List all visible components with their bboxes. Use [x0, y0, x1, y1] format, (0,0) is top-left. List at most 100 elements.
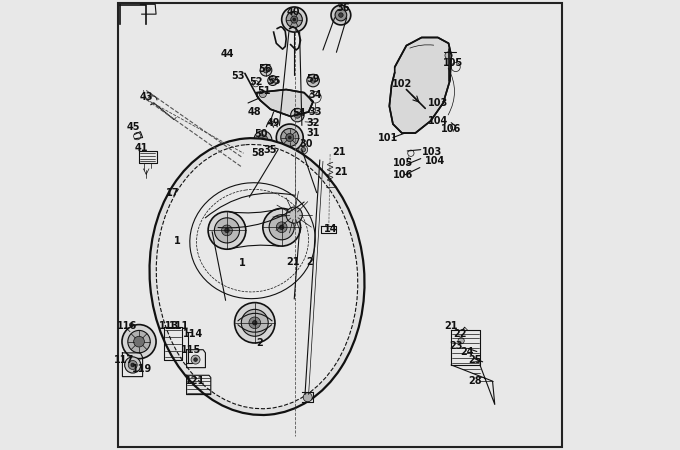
Text: 117: 117 [114, 356, 134, 365]
Circle shape [254, 131, 272, 149]
Text: 113: 113 [158, 321, 179, 331]
Text: 14: 14 [324, 224, 338, 234]
Text: 35: 35 [264, 144, 277, 155]
Ellipse shape [156, 144, 358, 409]
Circle shape [290, 108, 304, 122]
Circle shape [299, 145, 307, 154]
Circle shape [268, 76, 277, 86]
Circle shape [263, 68, 269, 73]
Text: 31: 31 [306, 128, 320, 138]
Text: 104: 104 [428, 116, 448, 126]
Circle shape [260, 64, 272, 76]
Circle shape [293, 18, 296, 21]
Circle shape [445, 52, 452, 59]
Text: 53: 53 [231, 71, 245, 81]
Text: 115: 115 [181, 345, 201, 355]
Text: 56: 56 [258, 64, 272, 74]
Text: 33: 33 [309, 107, 322, 117]
Circle shape [191, 355, 200, 364]
Text: 40: 40 [286, 7, 300, 17]
Text: 36: 36 [337, 3, 350, 13]
Text: 21: 21 [334, 167, 347, 177]
Text: 21: 21 [333, 147, 346, 158]
Circle shape [307, 74, 320, 87]
Text: 114: 114 [183, 328, 203, 338]
Circle shape [276, 222, 287, 233]
Text: 24: 24 [460, 346, 473, 356]
Circle shape [339, 13, 343, 17]
Circle shape [222, 225, 233, 236]
Circle shape [303, 393, 312, 402]
Text: 106: 106 [441, 124, 462, 134]
Circle shape [235, 302, 275, 343]
Circle shape [241, 309, 268, 336]
Circle shape [134, 336, 144, 347]
Text: 45: 45 [127, 122, 140, 132]
Text: 25: 25 [468, 356, 481, 365]
Text: 102: 102 [392, 79, 412, 89]
Circle shape [282, 7, 307, 32]
Text: 21: 21 [445, 321, 458, 331]
Text: 21: 21 [286, 257, 300, 267]
Circle shape [271, 78, 275, 83]
Circle shape [259, 90, 267, 98]
Text: 105: 105 [443, 58, 463, 68]
Text: 49: 49 [267, 118, 280, 128]
Text: 22: 22 [454, 328, 467, 338]
Circle shape [122, 324, 156, 359]
Text: 121: 121 [186, 376, 205, 386]
Circle shape [335, 9, 347, 21]
Circle shape [249, 317, 260, 328]
Ellipse shape [150, 138, 364, 415]
Circle shape [124, 357, 141, 373]
Circle shape [294, 112, 301, 118]
Circle shape [301, 148, 305, 152]
Text: 51: 51 [257, 86, 271, 96]
Circle shape [279, 225, 284, 230]
Circle shape [331, 5, 351, 25]
Circle shape [286, 207, 303, 223]
Circle shape [208, 212, 245, 249]
Text: 1: 1 [174, 236, 181, 246]
Text: 17: 17 [167, 188, 180, 198]
Text: 2: 2 [306, 257, 313, 267]
Text: 103: 103 [422, 147, 442, 158]
Circle shape [288, 136, 291, 139]
Circle shape [286, 134, 294, 142]
Circle shape [194, 358, 197, 361]
Circle shape [290, 16, 298, 23]
Circle shape [286, 11, 303, 27]
Text: 23: 23 [449, 341, 462, 351]
Text: 1: 1 [239, 258, 245, 268]
Text: 101: 101 [378, 132, 398, 143]
Text: 103: 103 [428, 98, 448, 108]
Circle shape [261, 138, 265, 142]
Text: 41: 41 [135, 143, 148, 153]
Circle shape [128, 330, 150, 353]
Circle shape [263, 208, 301, 246]
Polygon shape [257, 90, 313, 117]
Text: 50: 50 [255, 130, 268, 140]
Text: 105: 105 [392, 158, 413, 168]
Text: 28: 28 [468, 376, 481, 386]
Text: 54: 54 [292, 108, 305, 118]
Circle shape [252, 320, 257, 325]
Circle shape [224, 228, 229, 233]
Circle shape [269, 215, 294, 240]
Polygon shape [390, 37, 452, 133]
Text: 52: 52 [249, 77, 262, 87]
Circle shape [310, 78, 316, 83]
Circle shape [130, 323, 133, 326]
Text: 48: 48 [248, 107, 262, 117]
Text: 2: 2 [256, 338, 262, 347]
Text: 55: 55 [267, 76, 280, 86]
Text: 30: 30 [300, 139, 313, 149]
Circle shape [458, 338, 464, 344]
Circle shape [258, 135, 268, 145]
Circle shape [131, 363, 135, 367]
Text: 119: 119 [132, 364, 152, 374]
Text: 106: 106 [392, 170, 413, 180]
Text: 58: 58 [252, 148, 265, 158]
Text: 104: 104 [425, 156, 445, 166]
Text: 116: 116 [117, 321, 137, 331]
